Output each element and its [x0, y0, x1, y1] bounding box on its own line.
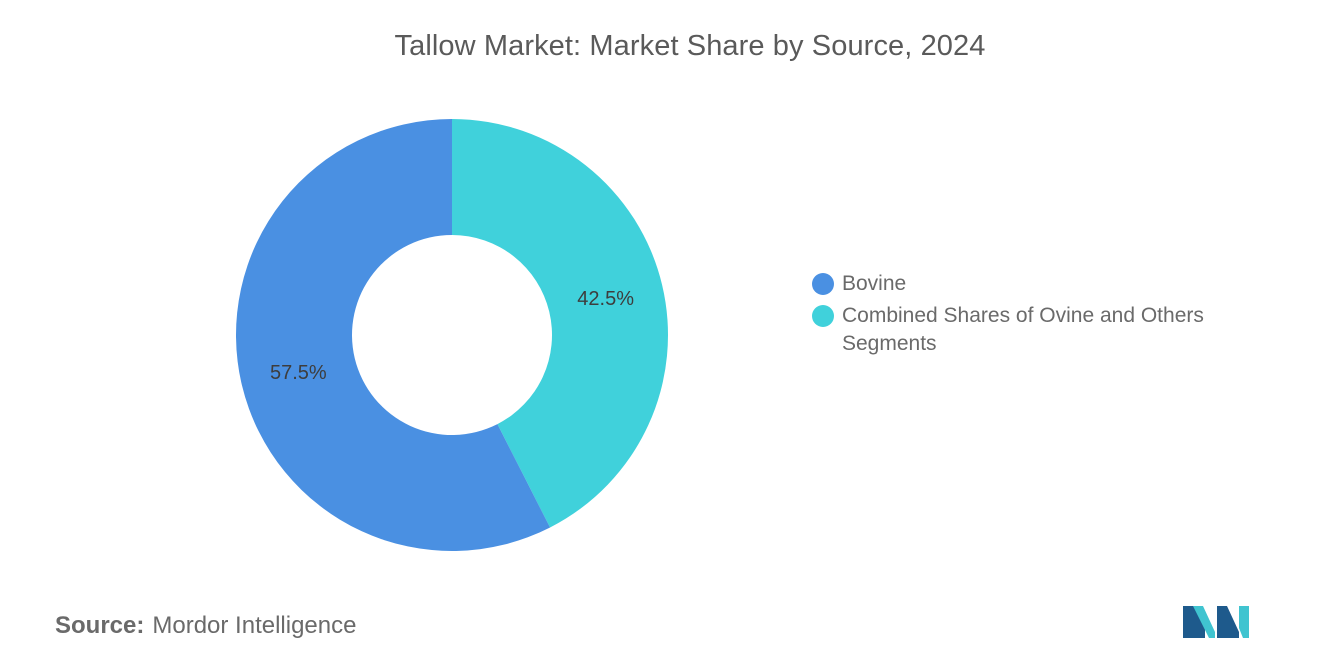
mordor-intelligence-logo-icon — [1183, 606, 1249, 638]
logo-shape-middle — [1193, 606, 1215, 638]
legend-label-bovine: Bovine — [842, 272, 907, 295]
logo-shape-left — [1183, 606, 1205, 638]
slice-bovine[interactable] — [236, 119, 551, 551]
source-note: Source: Mordor Intelligence — [55, 612, 356, 640]
data-label-ovine-others: 42.5% — [577, 288, 634, 310]
slice-ovine-others[interactable] — [452, 119, 668, 528]
data-label-bovine: 57.5% — [270, 362, 327, 384]
chart-legend: Bovine Combined Shares of Ovine and Othe… — [812, 272, 1242, 364]
chart-title: Tallow Market: Market Share by Source, 2… — [394, 30, 986, 62]
legend-swatch-ovine-others — [812, 305, 834, 327]
legend-swatch-bovine — [812, 273, 834, 295]
logo-shape-right-a — [1217, 606, 1239, 638]
source-value: Mordor Intelligence — [152, 612, 357, 639]
source-key: Source: — [55, 612, 145, 639]
legend-item-ovine-others[interactable]: Combined Shares of Ovine and Others Segm… — [812, 304, 1242, 358]
legend-label-ovine-others: Combined Shares of Ovine and Others Segm… — [842, 304, 1204, 355]
legend-item-bovine[interactable]: Bovine — [812, 272, 1242, 298]
logo-shape-right-b — [1239, 606, 1249, 638]
